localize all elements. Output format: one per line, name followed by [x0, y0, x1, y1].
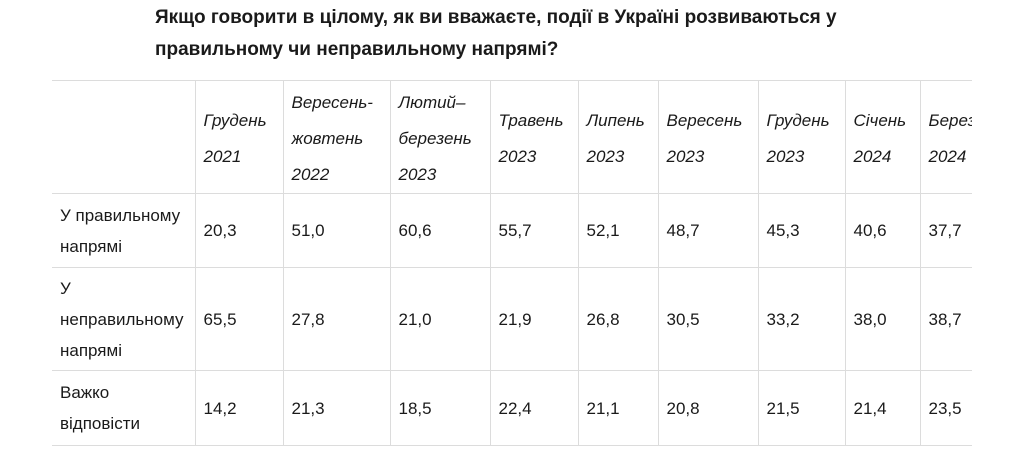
table-cell: 30,5 [657, 267, 759, 371]
table-cell: 52,1 [577, 193, 659, 268]
table-row: Важко відповісти 14,2 21,3 18,5 22,4 21,1 20,8… [52, 370, 972, 446]
header-cell: Грудень 2021 [194, 80, 284, 194]
table-cell: 21,5 [757, 370, 846, 446]
table-cell: 20,3 [194, 193, 284, 268]
table-wrapper: Грудень 2021 Вересень- жовтень 2022 Лютий–… [52, 80, 972, 446]
header-row: Грудень 2021 Вересень- жовтень 2022 Лютий–… [52, 80, 972, 194]
table-cell: 21,9 [489, 267, 579, 371]
table-cell: 38,0 [844, 267, 921, 371]
title: Якщо говорити в цілому, як ви вважаєте, … [155, 7, 837, 60]
row-label: У правильному напрямі [52, 193, 196, 268]
table-cell: 65,5 [194, 267, 284, 371]
header-cell: Лютий– березень 2023 [389, 80, 491, 194]
header-cell [52, 80, 196, 194]
header-cell: Липень 2023 [577, 80, 659, 194]
table-row: У правильному напрямі 20,3 51,0 60,6 55,7 52,… [52, 193, 972, 268]
row-label: У неправильному напрямі [52, 267, 196, 371]
table-cell: 23,5 [919, 370, 972, 446]
table-cell: 55,7 [489, 193, 579, 268]
table-cell: 45,3 [757, 193, 846, 268]
table-cell: 21,4 [844, 370, 921, 446]
table-cell: 27,8 [282, 267, 391, 371]
table-cell: 21,1 [577, 370, 659, 446]
table-cell: 33,2 [757, 267, 846, 371]
table-cell: 14,2 [194, 370, 284, 446]
row-label: Важко відповісти [52, 370, 196, 446]
table-cell: 40,6 [844, 193, 921, 268]
table-cell: 21,3 [282, 370, 391, 446]
header-cell: Травень 2023 [489, 80, 579, 194]
table-cell: 21,0 [389, 267, 491, 371]
table-cell: 38,7 [919, 267, 972, 371]
header-cell: Вересень 2023 [657, 80, 759, 194]
table-cell: 51,0 [282, 193, 391, 268]
header-cell: Грудень 2023 [757, 80, 846, 194]
table-cell: 48,7 [657, 193, 759, 268]
header-cell: Вересень- жовтень 2022 [282, 80, 391, 194]
table-cell: 60,6 [389, 193, 491, 268]
table-cell: 26,8 [577, 267, 659, 371]
table-cell: 18,5 [389, 370, 491, 446]
table: Грудень 2021 Вересень- жовтень 2022 Лютий–… [52, 80, 972, 446]
table-row: У неправильному напрямі 65,5 27,8 21,0 21,9 2… [52, 267, 972, 371]
table-cell: 37,7 [919, 193, 972, 268]
header-cell: Березень 2024 [919, 80, 972, 194]
header-cell: Січень 2024 [844, 80, 921, 194]
table-cell: 20,8 [657, 370, 759, 446]
table-body: У правильному напрямі 20,3 51,0 60,6 55,7 52,… [52, 193, 972, 446]
table-cell: 22,4 [489, 370, 579, 446]
